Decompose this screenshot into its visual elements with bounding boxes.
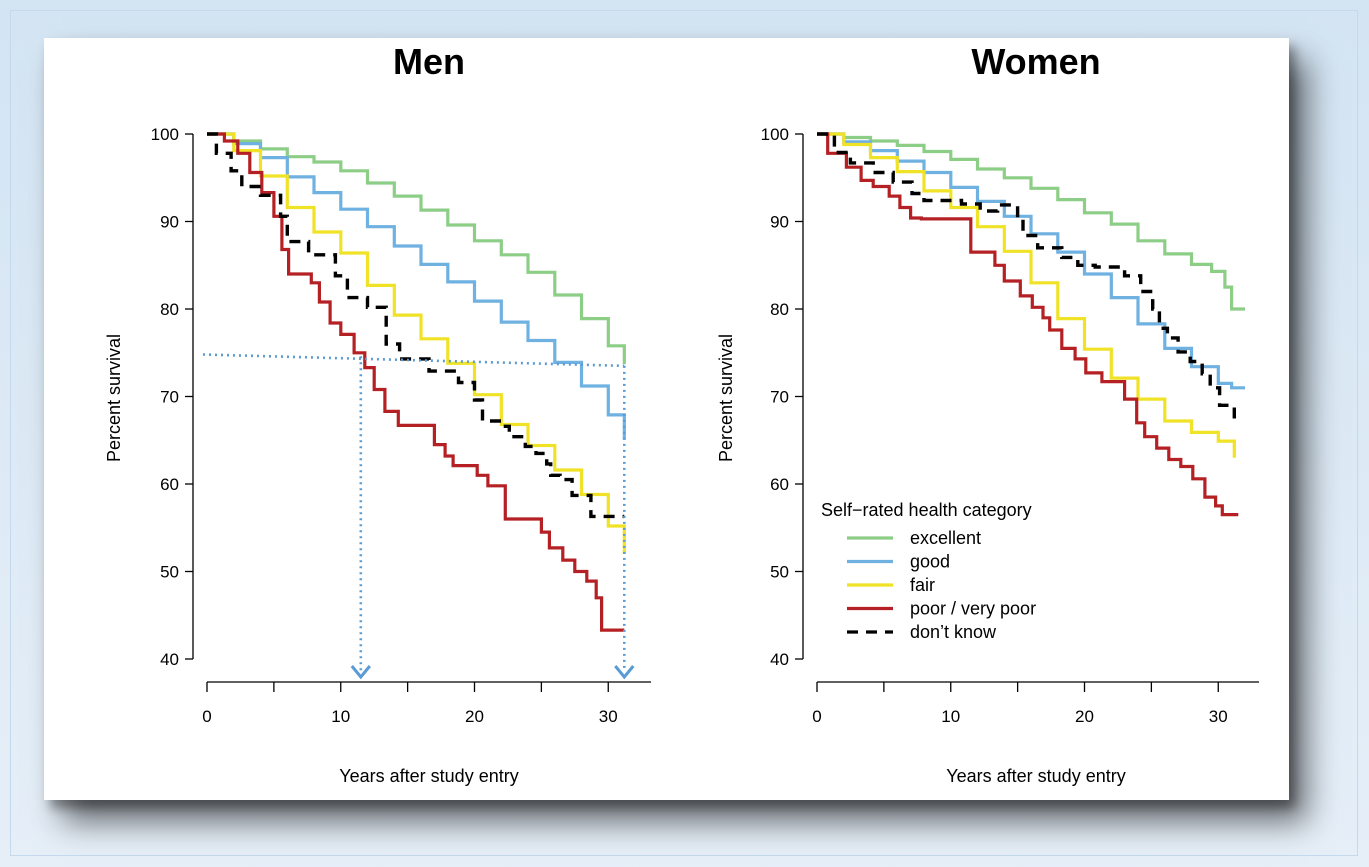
men-guide-arrowhead — [614, 665, 635, 680]
women-y-tick-label: 90 — [770, 213, 789, 232]
legend-entry-label: excellent — [910, 528, 981, 548]
men-series-group — [207, 132, 626, 632]
legend: Self−rated health category excellent good… — [821, 500, 1036, 642]
men-x-tick-label: 10 — [331, 707, 350, 726]
men-x-axis-label: Years after study entry — [339, 766, 518, 786]
men-y-tick-label: 40 — [160, 650, 179, 669]
men-y-tick-label: 70 — [160, 388, 179, 407]
women-y-tick-label: 70 — [770, 388, 789, 407]
survival-charts: Men Percent survival Years after study e… — [104, 41, 1259, 786]
women-panel: Women Percent survival Years after study… — [716, 41, 1259, 786]
women-y-axis-label: Percent survival — [716, 334, 736, 462]
legend-entry-label: poor / very poor — [910, 599, 1036, 619]
women-y-tick-label: 80 — [770, 300, 789, 319]
women-x-tick-label: 20 — [1075, 707, 1094, 726]
women-chart-title: Women — [971, 41, 1100, 82]
women-y-tick-label: 60 — [770, 475, 789, 494]
men-x-tick-label: 30 — [599, 707, 618, 726]
men-y-axis-label: Percent survival — [104, 334, 124, 462]
legend-entry-label: fair — [910, 575, 935, 595]
legend-entry-label: don’t know — [910, 622, 997, 642]
men-guide-arrowhead — [350, 665, 371, 680]
men-x-tick-label: 0 — [202, 707, 211, 726]
women-x-axis-label: Years after study entry — [946, 766, 1125, 786]
men-series-fair — [207, 132, 626, 554]
women-x-tick-label: 30 — [1209, 707, 1228, 726]
women-x-tick-label: 0 — [812, 707, 821, 726]
men-y-tick-label: 60 — [160, 475, 179, 494]
men-series-don-t-know — [207, 132, 625, 519]
men-series-good — [207, 132, 626, 440]
women-series-excellent — [817, 132, 1245, 311]
men-y-tick-label: 90 — [160, 213, 179, 232]
men-horizontal-guide — [202, 353, 625, 368]
men-y-tick-label: 50 — [160, 563, 179, 582]
women-y-tick-label: 40 — [770, 650, 789, 669]
men-x-tick-label: 20 — [465, 707, 484, 726]
women-y-tick-label: 100 — [761, 125, 789, 144]
figure-card: Men Percent survival Years after study e… — [44, 38, 1289, 800]
women-y-tick-label: 50 — [770, 563, 789, 582]
women-series-don-t-know — [817, 132, 1236, 427]
women-series-poor-very-poor — [817, 132, 1239, 517]
men-panel: Men Percent survival Years after study e… — [104, 41, 651, 786]
women-series-fair — [817, 132, 1236, 458]
men-chart-title: Men — [393, 41, 465, 82]
men-series-excellent — [207, 132, 626, 365]
men-y-tick-label: 80 — [160, 300, 179, 319]
women-series-group — [817, 132, 1245, 517]
men-series-poor-very-poor — [207, 132, 625, 632]
men-y-tick-label: 100 — [151, 125, 179, 144]
legend-entry-label: good — [910, 552, 950, 572]
women-x-tick-label: 10 — [941, 707, 960, 726]
legend-title: Self−rated health category — [821, 500, 1032, 520]
